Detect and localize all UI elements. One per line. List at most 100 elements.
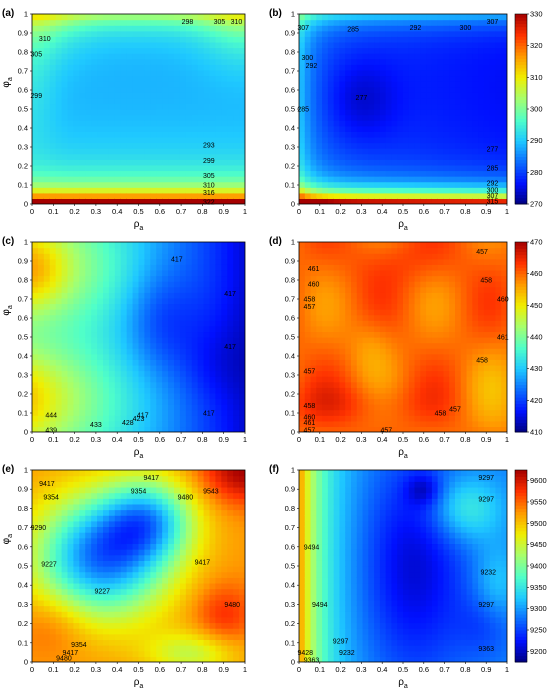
heat-cell: [32, 47, 39, 54]
heat-cell: [426, 275, 433, 282]
heat-cell: [455, 81, 462, 88]
heat-cell: [150, 348, 157, 355]
heat-cell: [79, 286, 86, 293]
heat-cell: [85, 286, 92, 293]
heat-cell: [362, 325, 369, 333]
heat-cell: [403, 286, 410, 293]
heat-cell: [299, 420, 306, 428]
heat-cell: [197, 426, 205, 432]
heat-cell: [55, 47, 63, 54]
heat-cell: [150, 364, 157, 372]
heat-cell: [385, 47, 393, 54]
heat-cell: [426, 136, 433, 144]
heat-cell: [144, 387, 151, 394]
heat-cell: [126, 426, 134, 432]
x-tick-label: 0.1: [48, 435, 58, 444]
heat-cell: [227, 142, 234, 149]
heat-cell: [304, 353, 312, 360]
heat-cell: [385, 53, 393, 60]
heat-cell: [138, 86, 146, 93]
heat-cell: [304, 286, 312, 293]
heat-cell: [221, 170, 228, 177]
heat-cell: [103, 303, 110, 310]
heat-cell: [299, 19, 306, 26]
heat-cell: [460, 275, 468, 282]
heat-cell: [495, 114, 502, 121]
heat-cell: [304, 275, 312, 282]
heat-cell: [322, 258, 329, 265]
heat-cell: [339, 353, 346, 360]
heat-cell: [108, 109, 116, 116]
heat-cell: [351, 97, 358, 105]
heat-cell: [397, 19, 404, 26]
heat-cell: [368, 420, 375, 428]
heat-cell: [209, 325, 217, 333]
y-tick-label: 0.5: [285, 105, 295, 114]
heat-cell: [227, 187, 234, 194]
heat-cell: [299, 198, 306, 204]
heat-cell: [495, 69, 502, 77]
heat-cell: [356, 53, 364, 60]
heat-cell: [91, 30, 98, 37]
heat-cell: [299, 264, 306, 271]
heat-cell: [483, 81, 491, 88]
heat-cell: [91, 364, 98, 372]
heat-cell: [185, 297, 193, 305]
heat-cell: [126, 320, 134, 327]
heat-cell: [414, 320, 421, 327]
heat-cell: [43, 286, 51, 293]
heat-cell: [408, 292, 416, 299]
heat-cell: [299, 275, 306, 282]
heat-cell: [385, 142, 393, 149]
heat-cell: [455, 136, 462, 144]
heat-cell: [431, 381, 439, 388]
heat-cell: [426, 348, 433, 355]
heat-cell: [185, 120, 193, 127]
heat-cell: [345, 19, 352, 26]
heat-cell: [449, 376, 456, 383]
heat-cell: [356, 198, 364, 204]
heat-cell: [385, 415, 393, 422]
heat-cell: [299, 376, 306, 383]
heat-cell: [299, 64, 306, 71]
heat-cell: [179, 125, 187, 132]
heat-cell: [97, 114, 104, 121]
heat-cell: [379, 281, 387, 288]
heat-cell: [304, 148, 312, 155]
heat-cell: [426, 14, 433, 21]
heat-cell: [150, 309, 157, 316]
heat-cell: [460, 387, 468, 394]
heat-cell: [339, 309, 346, 316]
heat-cell: [455, 258, 462, 265]
heat-cell: [397, 125, 404, 132]
heat-cell: [227, 292, 234, 299]
heat-cell: [221, 426, 228, 432]
heat-cell: [460, 198, 468, 204]
heat-cell: [472, 198, 479, 204]
heat-cell: [327, 30, 335, 37]
heat-cell: [197, 125, 205, 132]
heat-cell: [374, 409, 381, 416]
heat-cell: [156, 97, 163, 105]
contour-label: 444: [45, 412, 57, 419]
heat-cell: [437, 103, 445, 110]
heat-cell: [327, 47, 335, 54]
heat-cell: [327, 376, 335, 383]
heat-cell: [379, 420, 387, 428]
heat-cell: [414, 415, 421, 422]
heat-cell: [356, 275, 364, 282]
heat-cell: [179, 25, 187, 32]
colorbar-segment: [515, 105, 527, 110]
heat-cell: [55, 415, 63, 422]
heat-cell: [495, 170, 502, 177]
heat-cell: [97, 120, 104, 127]
heat-cell: [233, 320, 240, 327]
heat-cell: [316, 309, 323, 316]
heat-cell: [408, 181, 416, 188]
heat-cell: [385, 348, 393, 355]
heat-cell: [49, 198, 57, 204]
heat-cell: [162, 426, 169, 432]
heat-cell: [443, 353, 450, 360]
heat-cell: [327, 392, 335, 400]
heat-cell: [191, 41, 199, 49]
